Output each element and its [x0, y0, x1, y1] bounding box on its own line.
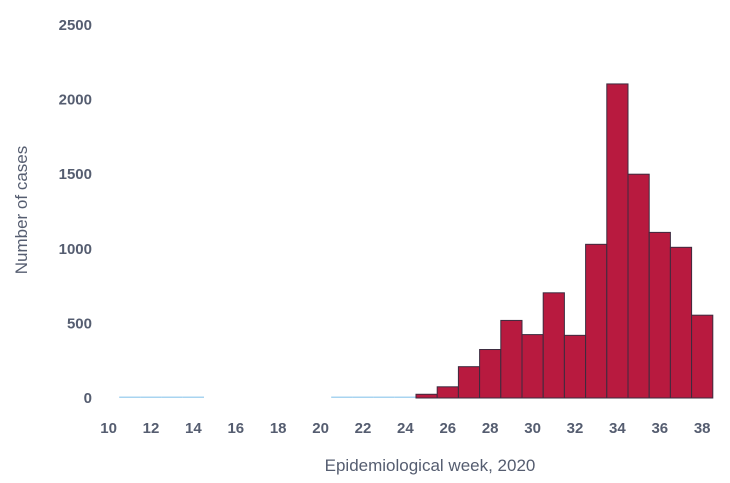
bar-week-28 [479, 349, 502, 399]
bar-week-36 [648, 231, 671, 399]
bar-week-38 [691, 314, 714, 399]
bar-week-23 [373, 396, 395, 398]
x-tick-label: 12 [143, 420, 160, 437]
x-axis-title: Epidemiological week, 2020 [325, 456, 536, 475]
x-tick-label: 18 [270, 420, 287, 437]
bar-week-21 [331, 396, 353, 398]
x-tick-label: 38 [694, 420, 711, 437]
bar-week-37 [669, 246, 693, 399]
bar-week-35 [627, 173, 650, 399]
y-axis-title: Number of cases [12, 146, 31, 275]
x-tick-label: 32 [567, 420, 584, 437]
bar-week-29 [500, 319, 523, 399]
bar-week-27 [457, 366, 481, 399]
bar-week-13 [161, 396, 183, 398]
y-tick-label: 500 [67, 315, 92, 332]
x-tick-label: 14 [185, 420, 202, 437]
x-tick-label: 36 [651, 420, 668, 437]
bar-week-14 [182, 396, 204, 398]
x-tick-label: 30 [524, 420, 541, 437]
bar-week-31 [542, 292, 565, 399]
bar-week-25 [415, 393, 438, 399]
bar-week-12 [140, 396, 162, 398]
x-tick-label: 34 [609, 420, 626, 437]
bar-week-11 [119, 396, 141, 398]
x-tick-label: 10 [100, 420, 117, 437]
y-tick-label: 2500 [59, 17, 92, 34]
bar-week-33 [585, 243, 608, 399]
x-tick-label: 20 [312, 420, 329, 437]
x-tick-label: 22 [355, 420, 372, 437]
x-tick-label: 26 [439, 420, 456, 437]
x-axis-tick-labels: 10 12 14 16 18 20 22 24 26 28 30 32 34 36 38 [100, 420, 710, 437]
y-tick-label: 2000 [59, 92, 92, 109]
y-tick-label: 1500 [59, 166, 92, 183]
x-tick-label: 16 [227, 420, 244, 437]
bar-week-24 [394, 396, 416, 398]
x-tick-label: 24 [397, 420, 414, 437]
bar-week-30 [521, 334, 544, 399]
bars-layer [119, 83, 714, 399]
x-tick-label: 28 [482, 420, 499, 437]
bar-week-26 [436, 386, 459, 399]
y-axis-tick-labels: 0 500 1000 1500 2000 2500 [59, 17, 92, 407]
y-tick-label: 0 [84, 390, 92, 407]
bar-week-32 [563, 334, 587, 399]
bar-week-22 [352, 396, 374, 398]
y-tick-label: 1000 [59, 241, 92, 258]
bar-week-34 [606, 83, 629, 399]
